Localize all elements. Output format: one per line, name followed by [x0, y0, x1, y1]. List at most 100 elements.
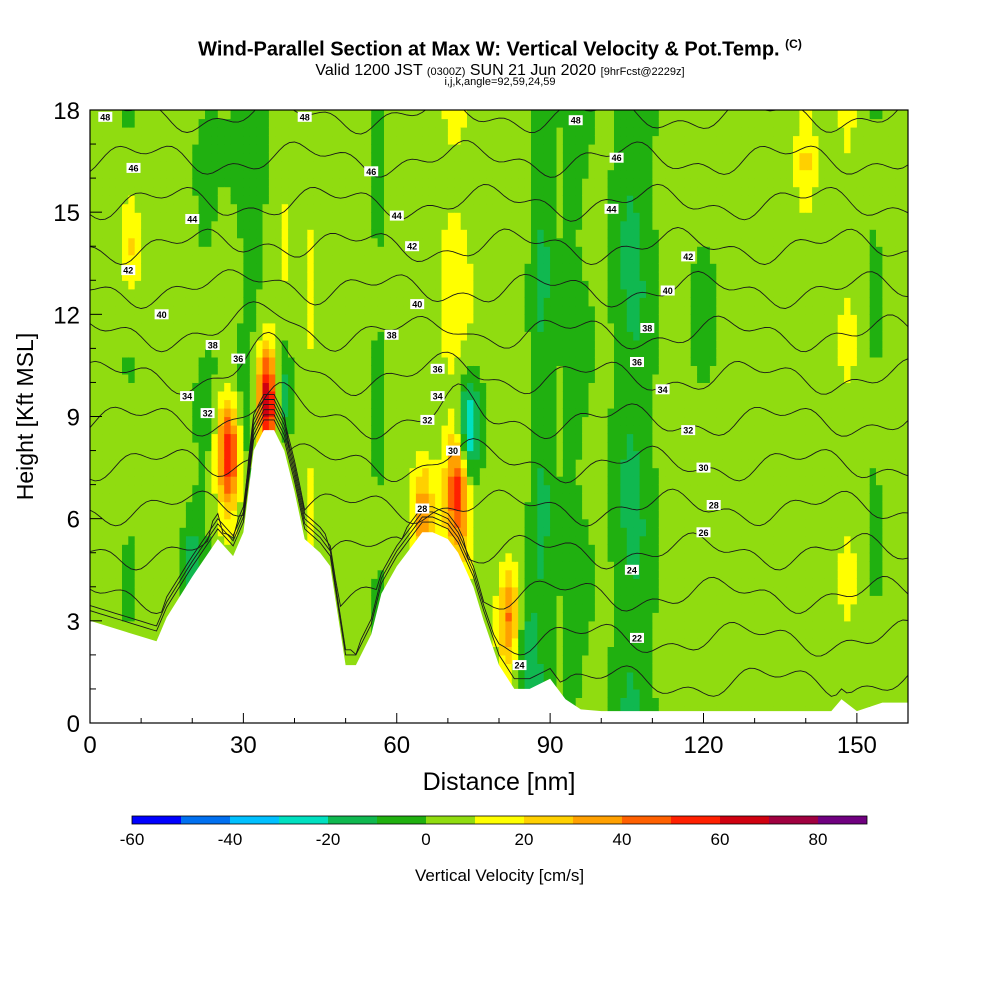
- w-cell: [371, 373, 379, 383]
- w-cell: [505, 237, 513, 247]
- w-cell: [217, 365, 225, 375]
- w-cell: [352, 459, 359, 469]
- w-cell: [179, 408, 187, 418]
- w-cell: [511, 654, 519, 664]
- w-cell: [467, 271, 474, 281]
- w-cell: [90, 263, 97, 273]
- w-cell: [307, 288, 315, 298]
- w-cell: [102, 246, 110, 256]
- w-cell: [300, 263, 308, 273]
- w-cell: [460, 527, 468, 537]
- w-cell: [441, 416, 449, 426]
- w-cell: [205, 297, 212, 307]
- w-cell: [147, 612, 155, 622]
- w-cell: [499, 408, 506, 418]
- w-cell: [473, 586, 481, 596]
- w-cell: [147, 237, 155, 247]
- w-cell: [518, 135, 526, 145]
- w-cell: [352, 416, 359, 426]
- w-cell: [486, 433, 494, 443]
- w-cell: [479, 399, 487, 409]
- w-cell: [96, 586, 104, 596]
- w-cell: [332, 144, 340, 154]
- w-cell: [460, 510, 468, 520]
- w-cell: [377, 305, 385, 315]
- w-cell: [115, 552, 123, 562]
- w-cell: [352, 305, 359, 315]
- w-cell: [326, 246, 334, 256]
- w-cell: [153, 484, 161, 494]
- w-cell: [415, 356, 423, 366]
- w-cell: [454, 416, 462, 426]
- w-cell: [390, 288, 398, 298]
- w-cell: [358, 518, 366, 528]
- w-cell: [422, 339, 430, 349]
- w-cell: [332, 331, 340, 341]
- w-cell: [409, 254, 417, 264]
- w-cell: [352, 220, 359, 230]
- w-cell: [122, 271, 129, 281]
- w-cell: [473, 476, 481, 486]
- w-cell: [377, 365, 385, 375]
- w-cell: [192, 467, 200, 477]
- w-cell: [237, 484, 244, 494]
- w-cell: [160, 178, 168, 188]
- w-cell: [243, 220, 251, 230]
- w-cell: [486, 339, 494, 349]
- w-cell: [499, 314, 506, 324]
- w-cell: [345, 535, 353, 545]
- w-cell: [377, 127, 385, 137]
- w-cell: [377, 527, 385, 537]
- w-cell: [90, 484, 97, 494]
- w-cell: [447, 152, 455, 162]
- w-cell: [268, 212, 276, 222]
- w-cell: [243, 297, 251, 307]
- w-cell: [90, 322, 97, 332]
- w-cell: [518, 161, 526, 171]
- w-cell: [173, 595, 181, 605]
- w-cell: [166, 595, 174, 605]
- w-cell: [454, 484, 462, 494]
- w-cell: [102, 271, 110, 281]
- w-cell: [364, 442, 372, 452]
- w-cell: [486, 169, 494, 179]
- w-cell: [179, 527, 187, 537]
- w-cell: [447, 254, 455, 264]
- w-cell: [499, 450, 506, 460]
- w-cell: [320, 254, 328, 264]
- w-cell: [352, 544, 359, 554]
- w-cell: [237, 501, 244, 511]
- w-cell: [505, 161, 513, 171]
- w-cell: [90, 348, 97, 358]
- w-cell: [473, 433, 481, 443]
- w-cell: [499, 280, 506, 290]
- w-cell: [288, 271, 296, 281]
- w-cell: [224, 425, 232, 435]
- w-cell: [192, 442, 200, 452]
- w-cell: [505, 373, 513, 383]
- w-cell: [230, 229, 238, 239]
- w-cell: [371, 288, 379, 298]
- w-cell: [479, 578, 487, 588]
- w-cell: [115, 288, 123, 298]
- w-cell: [479, 476, 487, 486]
- w-cell: [115, 408, 123, 418]
- w-cell: [435, 280, 443, 290]
- w-cell: [524, 620, 532, 630]
- w-cell: [479, 356, 487, 366]
- w-cell: [96, 459, 104, 469]
- w-cell: [332, 297, 340, 307]
- w-cell: [364, 391, 372, 401]
- w-cell: [511, 152, 519, 162]
- w-cell: [428, 144, 436, 154]
- w-cell: [345, 365, 353, 375]
- w-cell: [447, 535, 455, 545]
- w-cell: [96, 527, 104, 537]
- w-cell: [511, 595, 519, 605]
- w-cell: [109, 578, 117, 588]
- w-cell: [249, 339, 257, 349]
- w-cell: [435, 220, 443, 230]
- w-cell: [524, 365, 532, 375]
- w-cell: [256, 161, 264, 171]
- w-cell: [511, 425, 519, 435]
